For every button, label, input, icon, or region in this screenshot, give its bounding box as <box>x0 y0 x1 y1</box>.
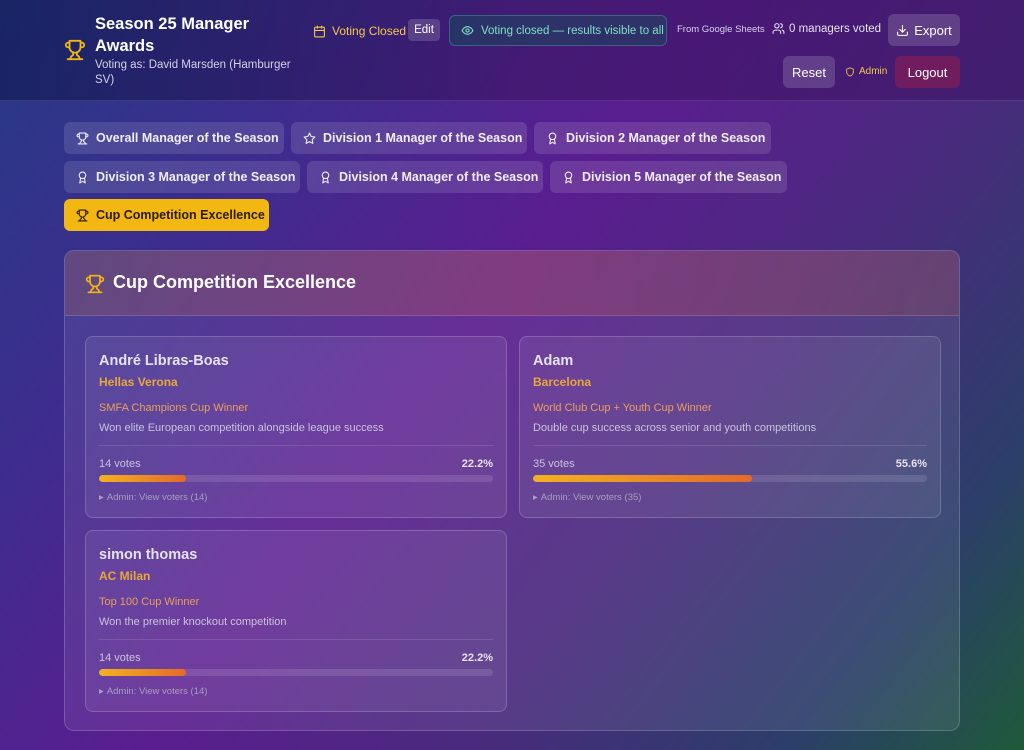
trophy-icon <box>85 274 105 294</box>
view-voters-toggle[interactable]: ▸ Admin: View voters (14) <box>99 492 207 503</box>
voting-banner-text: Voting closed — results visible to all <box>481 24 664 37</box>
admin-badge: Admin <box>845 66 887 77</box>
award-icon <box>548 132 557 144</box>
vote-count: 14 votes <box>99 652 141 664</box>
vote-count: 35 votes <box>533 458 575 470</box>
vote-progress-fill <box>99 669 187 676</box>
award-icon <box>321 171 330 183</box>
managers-voted: 0 managers voted <box>772 22 881 35</box>
tab-label: Division 2 Manager of the Season <box>566 131 766 145</box>
tab-division-3[interactable]: Division 3 Manager of the Season <box>64 161 300 193</box>
nominee-name: simon thomas <box>99 547 198 563</box>
vote-progress-fill <box>99 475 187 482</box>
vote-progress-bar <box>99 475 493 482</box>
tab-division-1[interactable]: Division 1 Manager of the Season <box>291 122 527 154</box>
nominee-name: Adam <box>533 353 574 369</box>
trophy-icon <box>64 39 86 61</box>
nominee-club: Hellas Verona <box>99 375 178 389</box>
caret-right-icon: ▸ <box>99 686 104 697</box>
tab-division-5[interactable]: Division 5 Manager of the Season <box>550 161 787 193</box>
app-header: Season 25 Manager Awards Voting as: Davi… <box>0 0 1024 101</box>
export-label: Export <box>914 22 952 38</box>
card-divider <box>533 445 927 446</box>
export-button[interactable]: Export <box>888 14 960 46</box>
results-panel: Cup Competition Excellence André Libras-… <box>64 250 960 731</box>
view-voters-label: Admin: View voters (14) <box>106 492 208 503</box>
voting-status: Voting Closed <box>313 22 406 40</box>
download-icon <box>897 24 909 36</box>
vote-percent: 22.2% <box>461 458 493 470</box>
nominee-description: Won elite European competition alongside… <box>99 422 384 434</box>
card-divider <box>99 445 493 446</box>
logout-button[interactable]: Logout <box>895 56 960 88</box>
tab-overall-manager[interactable]: Overall Manager of the Season <box>64 122 284 154</box>
tab-label: Division 1 Manager of the Season <box>323 131 523 145</box>
calendar-icon <box>314 25 325 37</box>
nominee-club: Barcelona <box>533 375 592 389</box>
tab-cup-competition[interactable]: Cup Competition Excellence <box>64 199 269 231</box>
vote-progress-fill <box>533 475 753 482</box>
award-icon <box>564 171 573 183</box>
nominee-card: simon thomas AC Milan Top 100 Cup Winner… <box>85 530 507 712</box>
vote-progress-bar <box>533 475 927 482</box>
nominee-description: Won the premier knockout competition <box>99 616 287 628</box>
nominee-award: SMFA Champions Cup Winner <box>99 402 249 414</box>
admin-label: Admin <box>859 66 888 77</box>
nominee-award: World Club Cup + Youth Cup Winner <box>533 402 712 414</box>
nominee-card: André Libras-Boas Hellas Verona SMFA Cha… <box>85 336 507 518</box>
tab-label: Division 3 Manager of the Season <box>96 170 296 184</box>
star-icon <box>303 132 316 144</box>
voting-as-text: Voting as: David Marsden (Hamburger SV) <box>95 59 291 86</box>
page-title: Season 25 Manager Awards <box>95 15 250 55</box>
view-voters-toggle[interactable]: ▸ Admin: View voters (35) <box>533 492 641 503</box>
view-voters-label: Admin: View voters (14) <box>106 686 208 697</box>
nominee-award: Top 100 Cup Winner <box>99 596 200 608</box>
tab-division-4[interactable]: Division 4 Manager of the Season <box>307 161 543 193</box>
nominee-club: AC Milan <box>99 569 151 583</box>
tab-label: Division 4 Manager of the Season <box>339 170 539 184</box>
edit-button[interactable]: Edit <box>408 19 440 41</box>
vote-count: 14 votes <box>99 458 141 470</box>
nominee-card: Adam Barcelona World Club Cup + Youth Cu… <box>519 336 941 518</box>
trophy-icon <box>76 132 89 144</box>
panel-title: Cup Competition Excellence <box>113 272 357 292</box>
eye-icon <box>461 26 474 35</box>
tab-division-2[interactable]: Division 2 Manager of the Season <box>534 122 771 154</box>
nominee-description: Double cup success across senior and you… <box>533 422 817 434</box>
vote-progress-bar <box>99 669 493 676</box>
voting-status-label: Voting Closed <box>332 24 407 38</box>
vote-percent: 22.2% <box>461 652 493 664</box>
caret-right-icon: ▸ <box>99 492 104 503</box>
trophy-icon <box>76 209 89 221</box>
shield-icon <box>846 66 854 77</box>
card-divider <box>99 639 493 640</box>
reset-button[interactable]: Reset <box>783 56 835 88</box>
caret-right-icon: ▸ <box>533 492 538 503</box>
voting-closed-banner: Voting closed — results visible to all <box>449 15 667 46</box>
panel-header: Cup Competition Excellence <box>65 251 959 316</box>
managers-voted-label: 0 managers voted <box>789 22 882 35</box>
data-source-text: From Google Sheets <box>677 24 765 35</box>
users-icon <box>772 23 785 34</box>
tab-label: Division 5 Manager of the Season <box>582 170 782 184</box>
vote-percent: 55.6% <box>895 458 927 470</box>
view-voters-toggle[interactable]: ▸ Admin: View voters (14) <box>99 686 207 697</box>
tab-label: Overall Manager of the Season <box>96 131 279 145</box>
tab-label: Cup Competition Excellence <box>96 208 265 222</box>
view-voters-label: Admin: View voters (35) <box>540 492 642 503</box>
award-icon <box>78 171 87 183</box>
nominee-name: André Libras-Boas <box>99 353 229 369</box>
